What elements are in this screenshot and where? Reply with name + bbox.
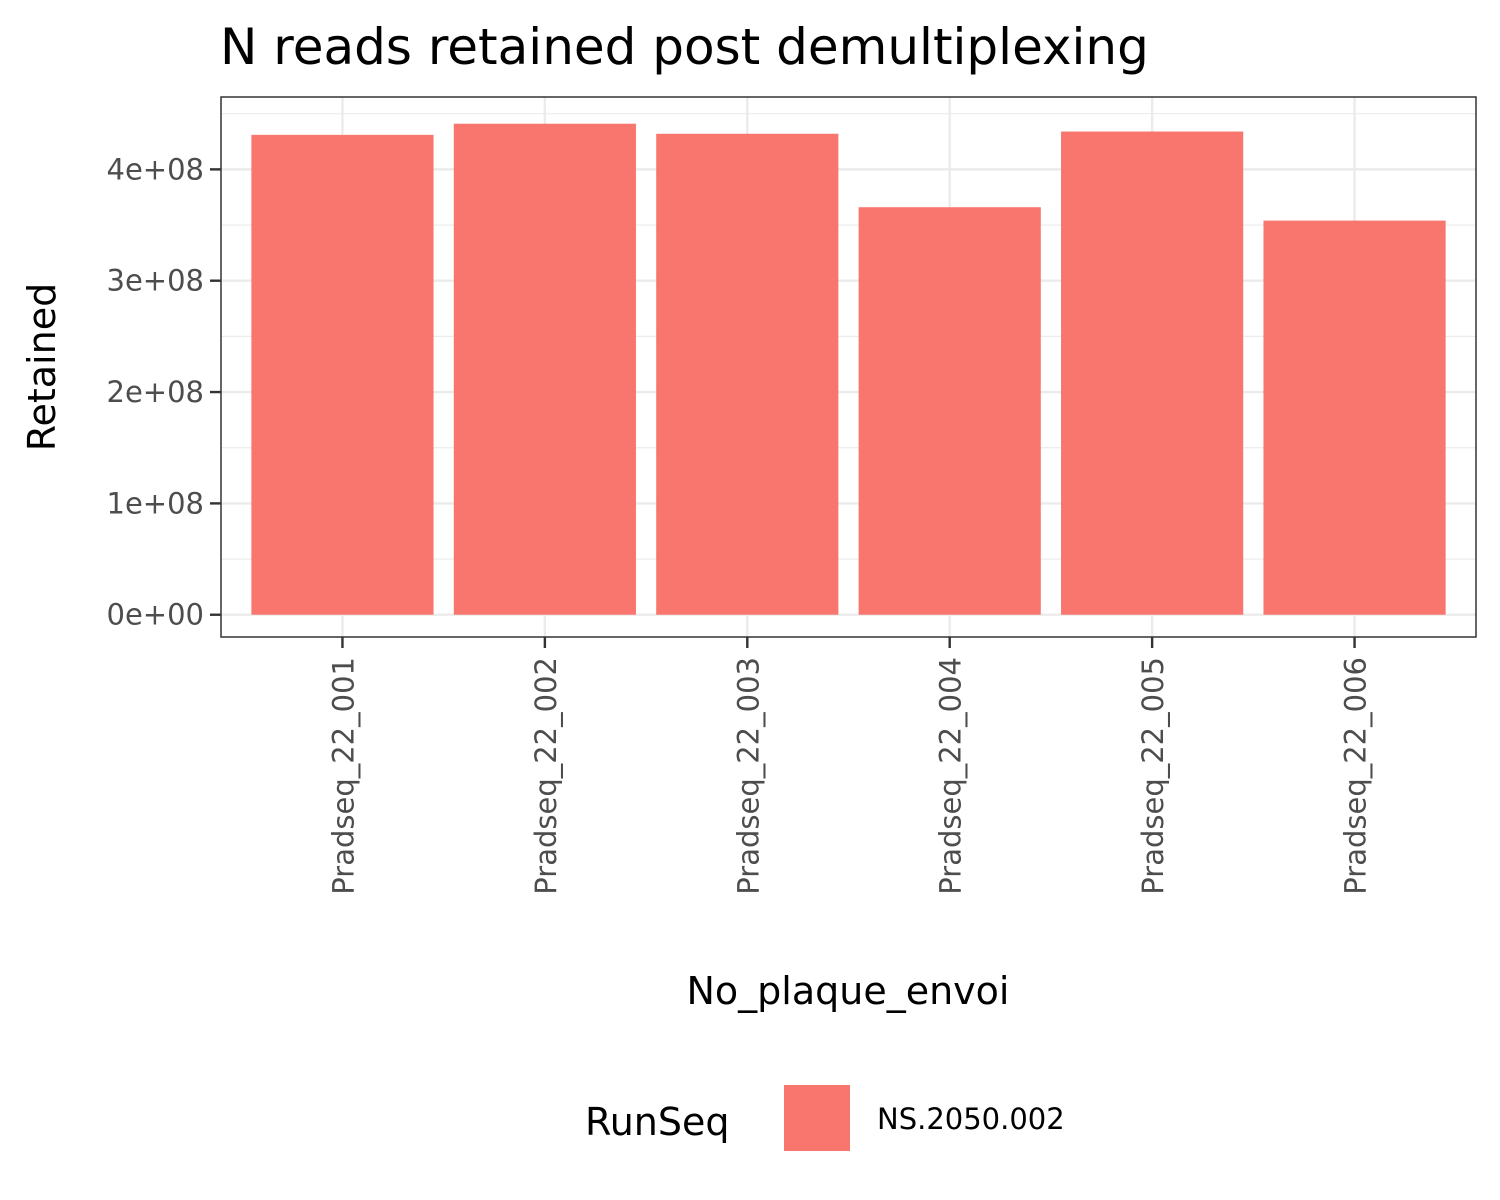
bar-Pradseq_22_006 xyxy=(1263,220,1446,615)
x-tick-label: Pradseq_22_002 xyxy=(529,657,563,895)
bars xyxy=(251,123,1446,615)
x-axis-title: No_plaque_envoi xyxy=(687,969,1010,1013)
bar-Pradseq_22_002 xyxy=(453,123,636,615)
bar-Pradseq_22_005 xyxy=(1061,131,1244,615)
x-tick-label: Pradseq_22_006 xyxy=(1339,657,1373,895)
x-tick-label: Pradseq_22_004 xyxy=(934,657,968,895)
y-tick-label: 2e+08 xyxy=(107,375,205,409)
bar-Pradseq_22_003 xyxy=(656,133,839,615)
y-tick-label: 4e+08 xyxy=(107,152,205,186)
legend: RunSeq NS.2050.002 xyxy=(585,1085,1065,1151)
x-tick-label: Pradseq_22_001 xyxy=(326,657,360,895)
panel-border xyxy=(220,96,1477,638)
x-tick-label: Pradseq_22_005 xyxy=(1136,657,1170,895)
x-axis: Pradseq_22_001 Pradseq_22_002 Pradseq_22_0… xyxy=(326,637,1373,895)
legend-label: NS.2050.002 xyxy=(877,1102,1065,1136)
chart-title: N reads retained post demultiplexing xyxy=(220,18,1149,76)
y-tick-label: 0e+00 xyxy=(107,598,205,632)
y-axis: 0e+00 1e+08 2e+08 3e+08 4e+08 xyxy=(107,152,221,632)
legend-key xyxy=(784,1085,850,1151)
y-tick-label: 3e+08 xyxy=(107,264,205,298)
bar-Pradseq_22_001 xyxy=(251,134,434,615)
y-axis-title: Retained xyxy=(20,283,64,451)
y-tick-label: 1e+08 xyxy=(107,486,205,520)
legend-title: RunSeq xyxy=(585,1100,730,1144)
x-tick-label: Pradseq_22_003 xyxy=(731,657,765,895)
bar-Pradseq_22_004 xyxy=(858,207,1041,615)
